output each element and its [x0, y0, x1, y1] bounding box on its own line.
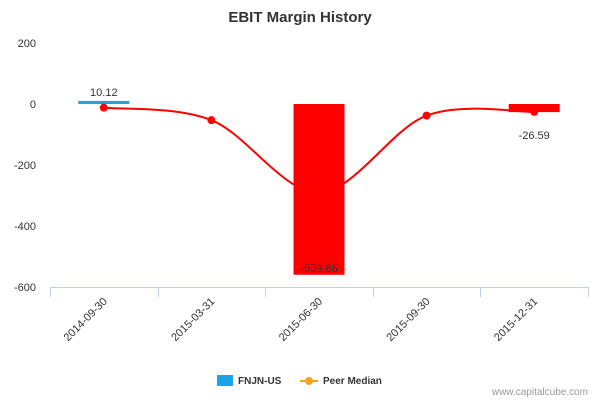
peer-median-series	[99, 103, 539, 197]
y-tick-label: -400	[14, 221, 36, 233]
peer-median-point[interactable]	[207, 116, 216, 125]
legend-peer-marker	[305, 377, 313, 385]
y-tick-label: -600	[14, 282, 36, 294]
chart-title: EBIT Margin History	[228, 9, 372, 26]
legend-fnjn-label[interactable]: FNJN-US	[238, 376, 282, 387]
legend[interactable]: FNJN-US Peer Median	[217, 375, 382, 387]
peer-median-point[interactable]	[315, 188, 323, 197]
x-axis: 2014-09-30 2015-03-31 2015-06-30 2015-09-30…	[50, 287, 589, 344]
y-tick-label: 0	[30, 99, 36, 111]
x-tick-label: 2015-03-31	[169, 296, 217, 344]
bar[interactable]	[78, 100, 130, 104]
y-tick-label: -200	[14, 160, 36, 172]
y-tick-label: 200	[18, 38, 36, 50]
legend-fnjn-swatch	[217, 375, 233, 386]
data-label: 10.12	[90, 87, 118, 99]
data-label: -559.86	[300, 263, 337, 275]
y-axis: 200 0 -200 -400 -600	[14, 38, 36, 294]
credit-text: www.capitalcube.com	[491, 387, 588, 398]
x-tick-label: 2014-09-30	[62, 296, 110, 344]
data-label: -26.59	[519, 130, 550, 142]
x-tick-label: 2015-12-31	[492, 296, 540, 344]
data-labels: 10.12 -559.86 -26.59	[90, 87, 550, 275]
peer-median-point[interactable]	[422, 111, 431, 120]
legend-peer-label[interactable]: Peer Median	[323, 376, 382, 387]
x-tick-label: 2015-09-30	[384, 296, 432, 344]
peer-median-point[interactable]	[530, 107, 539, 116]
x-tick-label: 2015-06-30	[277, 296, 325, 344]
peer-median-point[interactable]	[99, 103, 108, 112]
bar-series	[78, 100, 560, 275]
